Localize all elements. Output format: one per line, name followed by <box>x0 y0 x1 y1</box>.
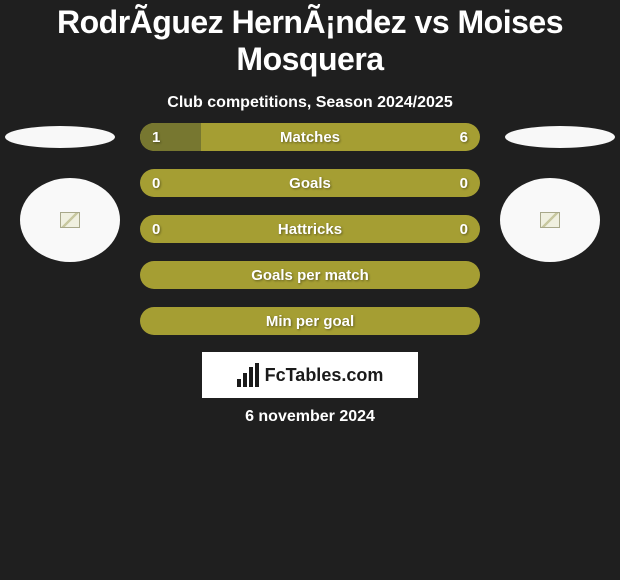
player-left-logo <box>20 178 120 262</box>
stat-value-right: 0 <box>460 215 468 243</box>
stat-bar: Goals0 0 <box>140 169 480 197</box>
stat-bar: Matches1 6 <box>140 123 480 151</box>
stat-value-left: 1 <box>152 123 160 151</box>
stat-label: Goals per match <box>140 261 480 289</box>
stat-value-left: 0 <box>152 215 160 243</box>
stat-value-right: 6 <box>460 123 468 151</box>
stat-bar: Goals per match <box>140 261 480 289</box>
stats-container: Matches16Goals00Hattricks00Goals per mat… <box>140 123 480 353</box>
stat-label: Matches <box>140 123 480 151</box>
player-left-ellipse <box>5 126 115 148</box>
page-title: RodrÃ­guez HernÃ¡ndez vs Moises Mosquera <box>0 0 620 78</box>
player-right-logo <box>500 178 600 262</box>
subtitle: Club competitions, Season 2024/2025 <box>0 94 620 112</box>
stat-label: Hattricks <box>140 215 480 243</box>
image-placeholder-icon <box>540 212 560 228</box>
stat-bar: Min per goal <box>140 307 480 335</box>
footer-brand-text: FcTables.com <box>265 365 384 386</box>
footer-brand-badge: FcTables.com <box>202 352 418 398</box>
stat-value-left: 0 <box>152 169 160 197</box>
image-placeholder-icon <box>60 212 80 228</box>
stat-bar: Hattricks0 0 <box>140 215 480 243</box>
stat-label: Min per goal <box>140 307 480 335</box>
stat-label: Goals <box>140 169 480 197</box>
date-label: 6 november 2024 <box>0 408 620 426</box>
bar-chart-icon <box>237 363 259 387</box>
player-right-ellipse <box>505 126 615 148</box>
stat-value-right: 0 <box>460 169 468 197</box>
